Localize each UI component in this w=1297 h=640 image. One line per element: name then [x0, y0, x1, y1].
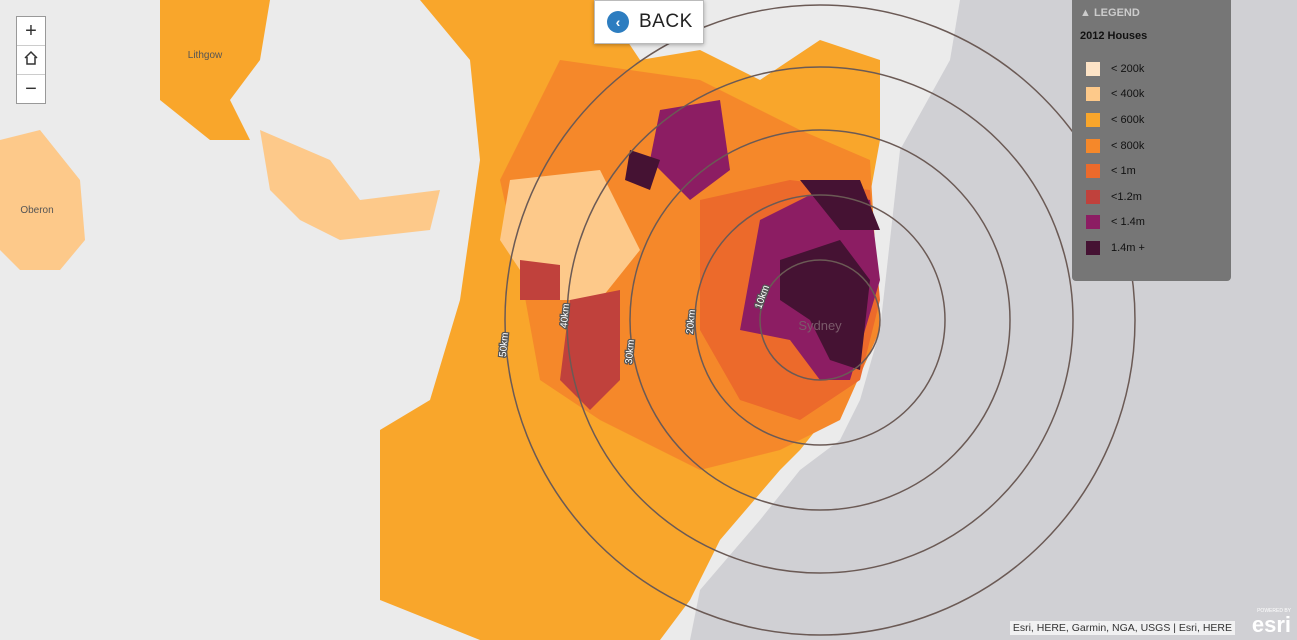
legend-swatch: [1086, 112, 1100, 127]
legend-swatch: [1086, 189, 1100, 204]
ring: [694, 194, 946, 446]
zoom-controls: + −: [16, 16, 46, 104]
legend-item: 1.4m +: [1072, 235, 1231, 261]
legend-item: < 1m: [1072, 158, 1231, 184]
esri-logo: POWERED BY esri: [1252, 608, 1291, 636]
region: [0, 130, 85, 270]
legend-label: < 200k: [1111, 62, 1145, 75]
region: [780, 240, 870, 370]
ring-label: 40km: [559, 303, 572, 328]
legend-swatch: [1086, 61, 1100, 76]
legend-swatch: [1086, 240, 1100, 255]
legend-item: < 800k: [1072, 133, 1231, 159]
legend-label: < 800k: [1111, 139, 1145, 152]
legend-label: <1.2m: [1111, 190, 1142, 203]
legend-label: < 400k: [1111, 88, 1145, 101]
legend-item: < 200k: [1072, 56, 1231, 82]
zoom-out[interactable]: −: [25, 78, 37, 100]
back-label: BACK: [639, 11, 693, 32]
region: [560, 290, 620, 410]
ring-label: 50km: [498, 332, 511, 357]
brand: esri: [1251, 612, 1291, 637]
legend: ▲ LEGEND 2012 Houses < 200k < 400k < 600k <…: [1072, 0, 1231, 281]
legend-label: < 600k: [1111, 113, 1145, 126]
legend-swatch: [1086, 87, 1100, 102]
legend-swatch: [1086, 215, 1100, 230]
region: [650, 100, 730, 200]
ring: [504, 4, 1136, 636]
home-icon: [24, 50, 38, 65]
region: [520, 260, 560, 300]
legend-label: < 1m: [1111, 165, 1136, 178]
legend-item: < 600k: [1072, 107, 1231, 133]
legend-item: < 1.4m: [1072, 210, 1231, 236]
legend-layer: 2012 Houses: [1080, 30, 1148, 42]
region: [625, 150, 660, 190]
ring-label: 30km: [624, 339, 637, 364]
legend-item: < 400k: [1072, 82, 1231, 108]
powered-by: POWERED BY: [1257, 608, 1291, 614]
place-label: Oberon: [20, 205, 53, 216]
region: [160, 0, 270, 140]
back-icon: ‹: [607, 11, 629, 33]
distance-rings: [504, 4, 1136, 636]
region: [260, 130, 440, 240]
legend-swatch: [1086, 164, 1100, 179]
legend-item: <1.2m: [1072, 184, 1231, 210]
legend-items: < 200k < 400k < 600k < 800k < 1m <1.2m < 1.4m 1…: [1072, 56, 1231, 261]
ring: [566, 66, 1074, 574]
ring-label: 20km: [685, 309, 698, 334]
ring: [629, 129, 1011, 511]
home-button[interactable]: [17, 46, 45, 75]
legend-swatch: [1086, 138, 1100, 153]
attribution: Esri, HERE, Garmin, NGA, USGS | Esri, HE…: [1009, 621, 1235, 635]
place-label: Lithgow: [188, 50, 223, 61]
place-label: Sydney: [798, 318, 842, 333]
legend-title-text: LEGEND: [1093, 7, 1140, 19]
region: [800, 180, 880, 230]
back-button[interactable]: ‹ BACK: [594, 0, 704, 44]
legend-label: 1.4m +: [1111, 241, 1145, 254]
legend-title[interactable]: ▲ LEGEND: [1080, 7, 1140, 19]
zoom-in[interactable]: +: [17, 17, 45, 46]
ring: [759, 259, 881, 381]
legend-label: < 1.4m: [1111, 216, 1145, 229]
